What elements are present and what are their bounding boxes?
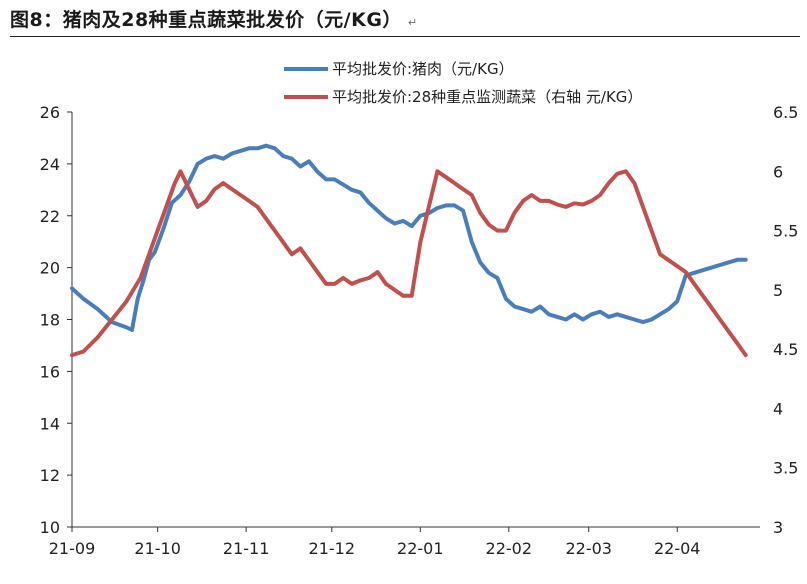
right-tick-label: 4 [773, 399, 783, 418]
left-tick-label: 22 [40, 207, 60, 226]
left-tick-label: 20 [40, 259, 60, 278]
legend: 平均批发价:猪肉（元/KG） 平均批发价:28种重点监测蔬菜（右轴 元/KG） [284, 60, 642, 106]
x-tick-label: 21-11 [223, 539, 270, 558]
right-tick-label: 5 [773, 281, 783, 300]
series-line-2 [70, 169, 748, 358]
x-tick-label: 22-04 [654, 539, 701, 558]
legend-label-1: 平均批发价:猪肉（元/KG） [332, 60, 514, 78]
right-tick-label: 4.5 [773, 340, 798, 359]
x-tick-label: 22-02 [486, 539, 533, 558]
left-tick-label: 24 [40, 155, 60, 174]
series-line-1 [70, 143, 748, 332]
chart-title-bar: 图8：猪肉及28种重点蔬菜批发价（元/KG） ↵ [10, 6, 800, 37]
axes: 10 12 14 16 18 20 22 24 26 3 3.5 4 4.5 5 5.5 6 6.5 21-09 2… [40, 103, 799, 558]
right-tick-label: 3.5 [773, 459, 798, 478]
left-tick-label: 18 [40, 311, 60, 330]
x-tick-label: 21-12 [309, 539, 356, 558]
right-tick-label: 3 [773, 518, 783, 537]
x-tick-label: 21-09 [49, 539, 96, 558]
left-tick-label: 10 [40, 518, 60, 537]
left-tick-label: 26 [40, 103, 60, 122]
plot-area [70, 143, 748, 358]
left-tick-label: 14 [40, 414, 60, 433]
left-tick-label: 12 [40, 466, 60, 485]
chart-title: 图8：猪肉及28种重点蔬菜批发价（元/KG） [10, 9, 402, 31]
right-tick-label: 5.5 [773, 222, 798, 241]
paragraph-mark: ↵ [407, 16, 418, 29]
x-tick-label: 22-01 [397, 539, 444, 558]
legend-label-2: 平均批发价:28种重点监测蔬菜（右轴 元/KG） [332, 88, 642, 106]
right-tick-label: 6 [773, 162, 783, 181]
left-tick-label: 16 [40, 362, 60, 381]
x-tick-label: 22-03 [565, 539, 612, 558]
right-tick-label: 6.5 [773, 103, 798, 122]
x-tick-label: 21-10 [134, 539, 181, 558]
